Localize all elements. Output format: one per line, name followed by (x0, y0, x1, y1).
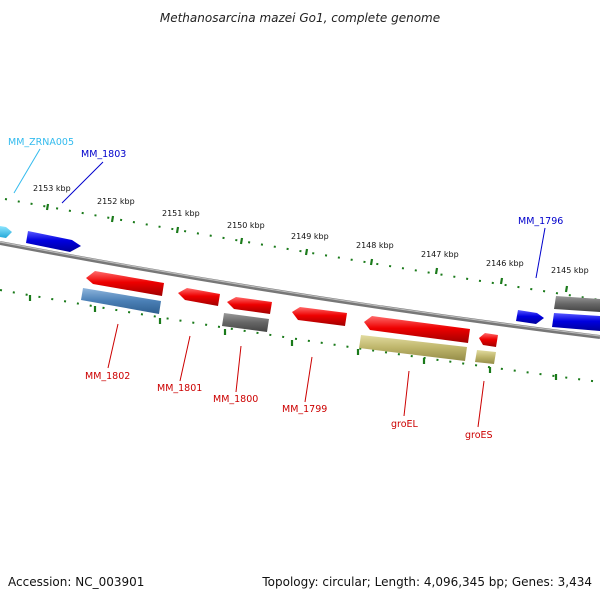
gene-mm-1800[interactable] (227, 297, 272, 314)
gene-label-mm-1801[interactable]: MM_1801 (157, 383, 202, 394)
kbp-label: 2151 kbp (162, 209, 200, 218)
genome-backbone-highlight (0, 241, 600, 337)
accession-text: Accession: NC_003901 (8, 575, 145, 589)
kbp-label: 2148 kbp (356, 241, 394, 250)
inner-tick-row (0, 289, 600, 383)
leader-mm-zrna005 (13, 148, 41, 194)
leader-groes (477, 380, 485, 428)
leader-mm-1803 (61, 161, 104, 204)
cds-groes[interactable] (475, 350, 496, 364)
kbp-label: 2145 kbp (551, 266, 589, 275)
gene-label-mm-1802[interactable]: MM_1802 (85, 371, 130, 382)
outer-major-ticks (45, 203, 569, 293)
gene-labels: MM_ZRNA005 MM_1803 MM_1796 MM_1802 MM_18… (8, 137, 563, 441)
kbp-label: 2150 kbp (227, 221, 265, 230)
outer-tick-row (4, 198, 600, 301)
kbp-label: 2146 kbp (486, 259, 524, 268)
kbp-label: 2149 kbp (291, 232, 329, 241)
gene-label-groes[interactable]: groES (465, 430, 493, 441)
gene-mm-zrna005[interactable] (0, 226, 12, 238)
leader-lines (13, 148, 546, 428)
gene-label-mm-zrna005[interactable]: MM_ZRNA005 (8, 137, 74, 148)
reverse-genes (81, 271, 498, 364)
cds-groel[interactable] (359, 335, 467, 361)
gene-mm-1799[interactable] (292, 307, 347, 326)
gene-mm-1801[interactable] (178, 288, 220, 306)
leader-mm-1799 (304, 356, 313, 403)
kbp-label: 2153 kbp (33, 184, 71, 193)
gene-groel[interactable] (364, 316, 470, 343)
forward-genes (0, 226, 600, 331)
gene-mm-1795[interactable] (552, 313, 600, 331)
leader-mm-1796 (535, 227, 546, 279)
gene-mm-1802[interactable] (86, 271, 164, 296)
gene-groes[interactable] (479, 333, 498, 347)
genome-summary-text: Topology: circular; Length: 4,096,345 bp… (262, 575, 592, 589)
kbp-labels: 2153 kbp 2152 kbp 2151 kbp 2150 kbp 2149… (33, 184, 589, 275)
cds-mm-1802[interactable] (81, 288, 161, 314)
gene-label-mm-1803[interactable]: MM_1803 (81, 149, 126, 160)
kbp-label: 2152 kbp (97, 197, 135, 206)
genome-backbone (0, 241, 600, 339)
leader-mm-1801 (179, 335, 191, 382)
leader-mm-1802 (107, 323, 119, 369)
kbp-label: 2147 kbp (421, 250, 459, 259)
inner-major-ticks (28, 295, 558, 380)
gene-label-mm-1799[interactable]: MM_1799 (282, 404, 327, 415)
leader-groel (403, 370, 410, 417)
gene-mm-1803[interactable] (26, 231, 81, 252)
gene-mm-1796[interactable] (516, 310, 544, 324)
leader-mm-1800 (235, 345, 242, 393)
cds-mm-1800[interactable] (222, 313, 269, 332)
map-title: Methanosarcina mazei Go1, complete genom… (160, 11, 440, 25)
gene-label-groel[interactable]: groEL (391, 419, 419, 430)
cds-grey-right[interactable] (554, 296, 600, 312)
gene-label-mm-1796[interactable]: MM_1796 (518, 216, 563, 227)
gene-label-mm-1800[interactable]: MM_1800 (213, 394, 258, 405)
